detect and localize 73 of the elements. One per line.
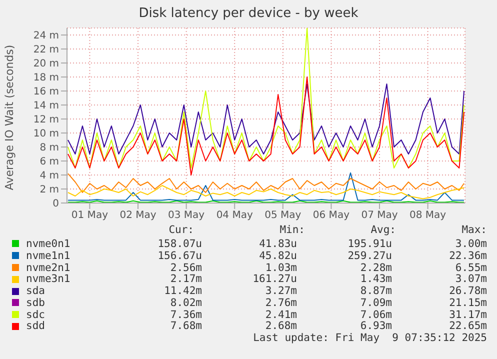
text: 1.03m	[264, 262, 297, 274]
text: 21.15m	[448, 296, 487, 309]
line-series	[67, 76, 465, 176]
text: 195.91u	[346, 238, 392, 250]
text: 7.09m	[359, 296, 392, 309]
text: 2.41m	[264, 308, 297, 321]
text: Min:	[278, 224, 305, 238]
x-tick-label: 01 May	[71, 210, 108, 222]
text: 156.67u	[156, 250, 202, 262]
line-series	[67, 185, 465, 200]
x-tick-label: 04 May	[216, 210, 253, 222]
legend-label: sdd	[26, 320, 45, 332]
y-tick-label: 6 m	[40, 156, 59, 168]
x-tick-label: 02 May	[120, 210, 156, 222]
line-series	[67, 173, 465, 193]
text: 3.00m	[454, 238, 487, 250]
text: 2.56m	[169, 262, 202, 274]
text: 26.78m	[448, 285, 487, 298]
y-tick-label: 12 m	[33, 114, 59, 126]
text: 6.55m	[454, 262, 487, 274]
text: Last update: Fri May 9 07:35:12 2025	[252, 332, 487, 344]
legend-label: sdb	[26, 296, 45, 309]
text: 3.27m	[264, 285, 297, 298]
text: 6.93m	[359, 320, 392, 332]
text: 22.65m	[448, 320, 487, 332]
y-tick-label: 8 m	[40, 142, 59, 154]
text: 259.27u	[346, 250, 392, 262]
y-tick-label: 18 m	[33, 72, 59, 84]
text: 7.36m	[169, 308, 202, 321]
y-tick-label: 20 m	[33, 58, 59, 70]
text: 3.07m	[454, 273, 487, 286]
text: 158.07u	[156, 238, 202, 250]
y-tick-label: 16 m	[33, 86, 59, 98]
y-tick-label: 14 m	[33, 100, 59, 112]
legend-label: nvme3n1	[26, 273, 70, 286]
line-series	[67, 84, 465, 154]
text: 41.83u	[258, 238, 297, 250]
y-tick-label: 4 m	[40, 170, 59, 182]
text: Cur:	[168, 224, 195, 238]
line-series	[67, 172, 465, 201]
legend-label: sda	[26, 285, 45, 298]
text: 11.42m	[163, 285, 202, 298]
y-tick-label: 24 m	[33, 30, 59, 42]
y-axis-title: Average IO Wait (seconds)	[4, 44, 17, 190]
text: 7.68m	[169, 320, 202, 332]
text: 45.82u	[258, 250, 297, 262]
text: Max:	[460, 224, 487, 238]
text: 1.43m	[359, 273, 392, 286]
text: 8.02m	[169, 296, 202, 309]
text: 161.27u	[252, 273, 297, 286]
text: 31.17m	[448, 308, 487, 321]
text: 8.87m	[359, 285, 392, 298]
legend-label: nvme1n1	[26, 250, 70, 262]
y-tick-label: 22 m	[33, 44, 59, 56]
y-tick-label: 2 m	[40, 184, 59, 196]
text: 2.76m	[264, 296, 297, 309]
x-tick-label: 08 May	[410, 210, 446, 222]
text: Avg:	[370, 224, 396, 238]
text: 2.68m	[264, 320, 297, 332]
x-tick-label: 03 May	[168, 210, 205, 222]
chart-title: Disk latency per device - by week	[138, 6, 360, 21]
y-tick-label: 10 m	[33, 128, 59, 140]
x-tick-label: 05 May	[264, 210, 302, 222]
x-tick-label: 06 May	[312, 210, 350, 222]
text: 7.06m	[359, 308, 392, 321]
legend-label: nvme2n1	[26, 262, 70, 274]
legend-label: nvme0n1	[26, 238, 70, 250]
text: 2.17m	[169, 273, 202, 286]
text: 22.36m	[448, 250, 487, 262]
legend-label: sdc	[26, 308, 45, 321]
x-tick-label: 07 May	[361, 210, 398, 222]
text: 2.28m	[359, 262, 392, 274]
y-tick-label: 0	[52, 198, 59, 210]
